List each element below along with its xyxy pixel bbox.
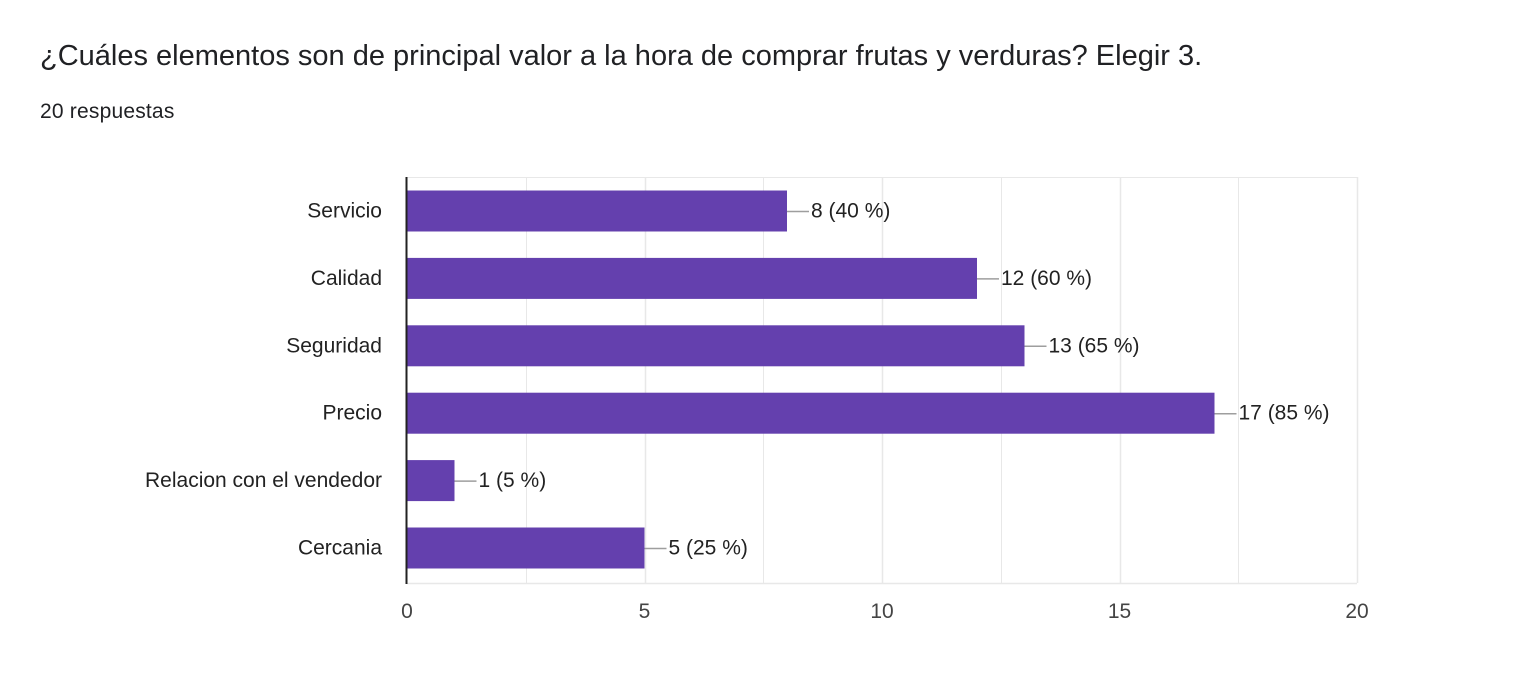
x-tick-label: 20 [1345,600,1368,623]
bar-2[interactable] [407,257,977,299]
bar-4[interactable] [407,392,1215,434]
gridlines [407,177,1359,585]
x-tick-label: 5 [639,600,651,623]
x-tick-label: 0 [401,600,413,623]
bar-6[interactable] [407,527,645,569]
category-label: Precio [322,402,382,425]
bar-5[interactable] [407,460,455,502]
bar-3[interactable] [407,325,1025,367]
question-title: ¿Cuáles elementos son de principal valor… [40,40,1203,72]
category-label: Servicio [307,200,382,223]
data-label: 1 (5 %) [479,469,547,492]
category-label: Calidad [311,267,382,290]
category-label: Cercania [298,537,382,560]
data-label: 8 (40 %) [811,200,890,223]
data-label: 12 (60 %) [1001,267,1092,290]
data-label: 17 (85 %) [1239,402,1330,425]
category-label: Seguridad [286,334,382,357]
x-tick-label: 10 [870,600,893,623]
axes: 0 5 10 15 20 [401,177,1369,623]
labels: 8 (40 %) Servicio 12 (60 %) Calidad 13 (65 %… [145,200,1330,560]
category-label: Relacion con el vendedor [145,469,382,492]
data-label: 13 (65 %) [1049,334,1140,357]
x-tick-label: 15 [1108,600,1131,623]
response-count: 20 respuestas [40,100,175,123]
bar-1[interactable] [407,190,787,232]
bars [407,190,1215,569]
data-label: 5 (25 %) [669,537,748,560]
